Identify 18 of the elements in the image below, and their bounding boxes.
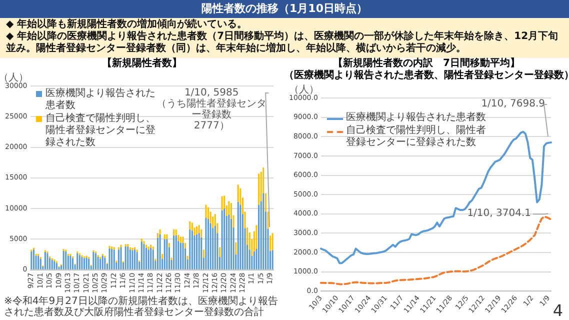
text: ※令和4年9月27日以降の新規陽性者数は、医療機関より報告された患者数及び大阪府陽性者登録センター登録数の合計 [3, 296, 279, 318]
text: 陽性者数の推移（1月10日時点） [0, 0, 569, 18]
y-axis-title: （人） [0, 72, 28, 84]
chart-title: 【新規陽性者数の内訳 7日間移動平均】 [332, 58, 521, 70]
chart-title: 【新規陽性者数】 [101, 58, 183, 70]
line-series [320, 216, 552, 286]
y-axis-title: （人） [288, 84, 319, 96]
text: ◆ 年始以降の医療機関より報告された患者数（7日間移動平均）は、医療機関の一部が休診した年末年始を除き、12月下旬並み。陽性者登録センター登録者数（同）は、年末年始に増加し、年始以降、横ばいから若干の減少。 [6, 31, 560, 55]
annotation: 1/10, 7698.9 [481, 98, 546, 110]
text: ◆ 年始以降も新規陽性者数の増加傾向が続いている。 [6, 19, 248, 30]
legend-label: 自己検査で陽性判明し、陽性者登録センターに登録された数 [346, 125, 487, 149]
text: 4 [552, 301, 563, 320]
legend-label: 医療機関より報告された患者数 [346, 112, 486, 124]
legend-label: 医療機関より報告された患者数 [45, 88, 156, 111]
annotation: 1/10, 5985 （うち陽性者登録センター登録数 2777） [156, 88, 267, 132]
legend-label: 自己検査で陽性判明し、陽性者登録センターに登録された数 [45, 113, 156, 149]
annotation: 1/10, 3704.1 [467, 208, 532, 220]
chart-subtitle: （医療機関より報告された患者数、陽性者登録センター登録数） [284, 70, 569, 82]
